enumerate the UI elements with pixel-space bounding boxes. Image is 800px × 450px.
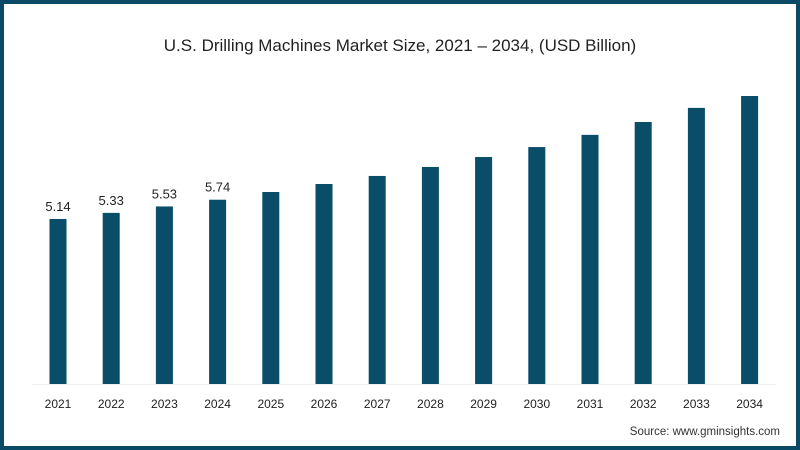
bar-2024 — [209, 199, 227, 384]
bar-2022 — [102, 212, 120, 384]
x-tick-label: 2034 — [736, 397, 763, 411]
x-tick-label: 2025 — [257, 397, 284, 411]
bar-2029 — [475, 157, 493, 384]
x-tick-label: 2029 — [470, 397, 497, 411]
bar-2030 — [528, 147, 546, 384]
x-tick-label: 2022 — [98, 397, 125, 411]
data-label: 5.33 — [99, 193, 124, 208]
x-tick-label: 2033 — [683, 397, 710, 411]
x-tick-label: 2024 — [204, 397, 231, 411]
bar-2032 — [634, 122, 652, 384]
x-tick-label: 2031 — [577, 397, 604, 411]
bar-2031 — [581, 134, 599, 384]
data-label: 5.53 — [152, 186, 177, 201]
data-label: 5.74 — [205, 180, 230, 195]
x-tick-label: 2030 — [523, 397, 550, 411]
bar-2026 — [315, 183, 333, 384]
x-tick-label: 2026 — [311, 397, 338, 411]
data-label: 5.14 — [45, 199, 70, 214]
x-tick-label: 2021 — [45, 397, 72, 411]
x-tick-label: 2023 — [151, 397, 178, 411]
bar-2027 — [368, 175, 386, 384]
chart-title: U.S. Drilling Machines Market Size, 2021… — [163, 36, 637, 55]
x-tick-label: 2028 — [417, 397, 444, 411]
bar-2028 — [421, 166, 439, 384]
bar-2033 — [687, 107, 705, 384]
bar-2025 — [262, 192, 280, 384]
x-tick-label: 2027 — [364, 397, 391, 411]
x-tick-label: 2032 — [630, 397, 657, 411]
source-note: Source: www.gminsights.com — [629, 426, 780, 438]
bar-2034 — [741, 96, 759, 384]
bar-2021 — [49, 218, 67, 384]
bar-2023 — [155, 206, 173, 384]
